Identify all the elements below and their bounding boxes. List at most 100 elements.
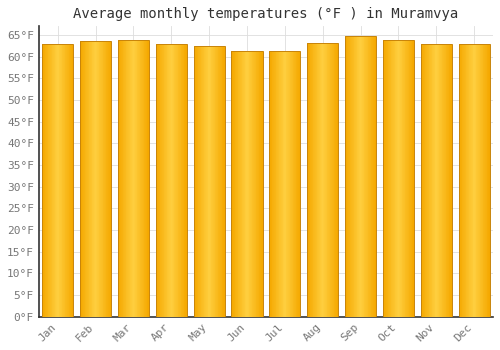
Bar	[252, 51, 253, 317]
Bar	[363, 36, 364, 317]
Bar	[272, 51, 273, 317]
Bar	[118, 40, 120, 317]
Bar	[53, 44, 54, 317]
Bar	[448, 44, 450, 317]
Bar	[445, 44, 446, 317]
Bar	[145, 40, 146, 317]
Bar	[403, 40, 404, 317]
Bar	[120, 40, 121, 317]
Bar	[161, 44, 162, 317]
Bar	[199, 46, 200, 317]
Bar	[345, 36, 346, 317]
Bar	[62, 44, 63, 317]
Bar	[247, 51, 248, 317]
Bar	[232, 51, 233, 317]
Bar	[290, 51, 291, 317]
Bar	[307, 43, 308, 317]
Bar	[234, 51, 236, 317]
Bar	[397, 40, 398, 317]
Bar	[388, 40, 389, 317]
Bar	[146, 40, 148, 317]
Bar	[160, 44, 161, 317]
Bar	[148, 40, 149, 317]
Bar	[383, 40, 414, 317]
Bar	[404, 40, 406, 317]
Bar	[42, 44, 43, 317]
Bar	[285, 51, 286, 317]
Bar	[195, 46, 196, 317]
Bar	[134, 40, 135, 317]
Bar	[84, 41, 86, 317]
Bar	[196, 46, 198, 317]
Bar	[162, 44, 163, 317]
Bar	[47, 44, 48, 317]
Bar	[186, 44, 187, 317]
Bar	[97, 41, 98, 317]
Bar	[374, 36, 376, 317]
Bar	[284, 51, 285, 317]
Bar	[464, 44, 465, 317]
Bar	[219, 46, 220, 317]
Bar	[182, 44, 183, 317]
Bar	[393, 40, 394, 317]
Bar	[364, 36, 365, 317]
Bar	[216, 46, 217, 317]
Bar	[368, 36, 369, 317]
Bar	[422, 44, 423, 317]
Bar	[130, 40, 131, 317]
Bar	[407, 40, 408, 317]
Bar	[328, 43, 329, 317]
Bar	[122, 40, 124, 317]
Bar	[138, 40, 139, 317]
Bar	[60, 44, 61, 317]
Bar	[421, 44, 422, 317]
Bar	[66, 44, 67, 317]
Bar	[129, 40, 130, 317]
Bar	[488, 44, 489, 317]
Bar	[236, 51, 237, 317]
Bar	[271, 51, 272, 317]
Bar	[254, 51, 255, 317]
Bar	[291, 51, 292, 317]
Bar	[383, 40, 384, 317]
Bar	[221, 46, 222, 317]
Bar	[220, 46, 221, 317]
Bar	[135, 40, 136, 317]
Bar	[489, 44, 490, 317]
Bar	[107, 41, 108, 317]
Bar	[81, 41, 82, 317]
Bar	[350, 36, 352, 317]
Bar	[232, 51, 262, 317]
Bar	[100, 41, 101, 317]
Bar	[164, 44, 165, 317]
Bar	[273, 51, 274, 317]
Bar	[142, 40, 143, 317]
Bar	[275, 51, 276, 317]
Bar	[355, 36, 356, 317]
Bar	[96, 41, 97, 317]
Bar	[427, 44, 428, 317]
Bar	[68, 44, 70, 317]
Bar	[402, 40, 403, 317]
Bar	[325, 43, 326, 317]
Bar	[64, 44, 66, 317]
Bar	[308, 43, 310, 317]
Bar	[367, 36, 368, 317]
Bar	[61, 44, 62, 317]
Bar	[384, 40, 385, 317]
Bar	[334, 43, 335, 317]
Bar	[136, 40, 138, 317]
Bar	[352, 36, 353, 317]
Bar	[436, 44, 437, 317]
Bar	[476, 44, 477, 317]
Bar	[212, 46, 213, 317]
Bar	[276, 51, 277, 317]
Bar	[240, 51, 241, 317]
Bar	[295, 51, 296, 317]
Bar	[56, 44, 57, 317]
Bar	[178, 44, 179, 317]
Bar	[180, 44, 182, 317]
Bar	[451, 44, 452, 317]
Bar	[423, 44, 424, 317]
Bar	[298, 51, 299, 317]
